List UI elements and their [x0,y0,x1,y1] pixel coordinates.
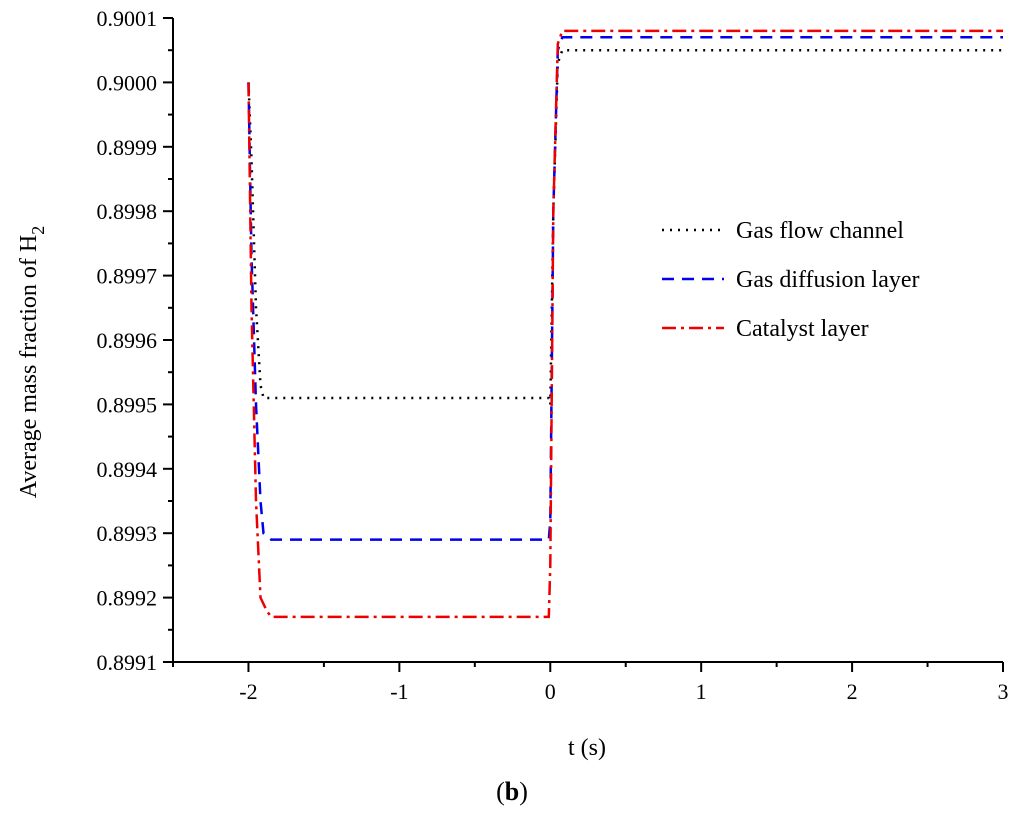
y-tick-label: 0.8996 [97,328,158,353]
series-line-3 [247,29,1003,619]
y-tick-label: 0.9000 [97,70,158,95]
x-tick-label: 2 [847,679,858,704]
y-axis-title: Average mass fraction of H2 [16,226,48,498]
legend-label: Gas flow channel [736,218,904,244]
x-axis-title: t (s) [568,735,606,761]
x-tick-label: 0 [545,679,556,704]
legend-label: Catalyst layer [736,316,869,342]
y-tick-label: 0.9001 [97,6,158,31]
series-line-1 [247,48,1003,405]
x-ticks: -2 -1 0 1 2 3 [172,662,1009,704]
caption-open: ( [496,777,505,806]
y-tick-label: 0.8999 [97,135,158,160]
y-tick-label: 0.8995 [97,392,158,417]
x-tick-label: -2 [239,679,257,704]
y-ticks: 0.8991 0.8992 0.8993 0.8994 0.8995 0.8996 0.89… [97,6,173,675]
caption-close: ) [519,777,528,806]
y-tick-label: 0.8998 [97,199,158,224]
legend: Gas flow channel Gas diffusion layer Catal… [662,218,920,342]
y-tick-label: 0.8994 [97,457,158,482]
x-tick-label: 3 [998,679,1009,704]
x-tick-label: -1 [390,679,408,704]
y-tick-label: 0.8992 [97,586,158,611]
y-axis-title-subscript: 2 [28,226,48,235]
y-tick-label: 0.8997 [97,264,158,289]
y-axis-title-main: Average mass fraction of H [16,235,42,498]
caption-letter: b [505,777,519,806]
series-line-2 [247,36,1003,541]
legend-label: Gas diffusion layer [736,267,920,293]
axes [172,18,1003,663]
y-tick-label: 0.8993 [97,521,158,546]
x-tick-label: 1 [696,679,707,704]
figure-caption: (b) [496,777,528,806]
y-tick-label: 0.8991 [97,650,158,675]
series-layer [247,29,1003,619]
